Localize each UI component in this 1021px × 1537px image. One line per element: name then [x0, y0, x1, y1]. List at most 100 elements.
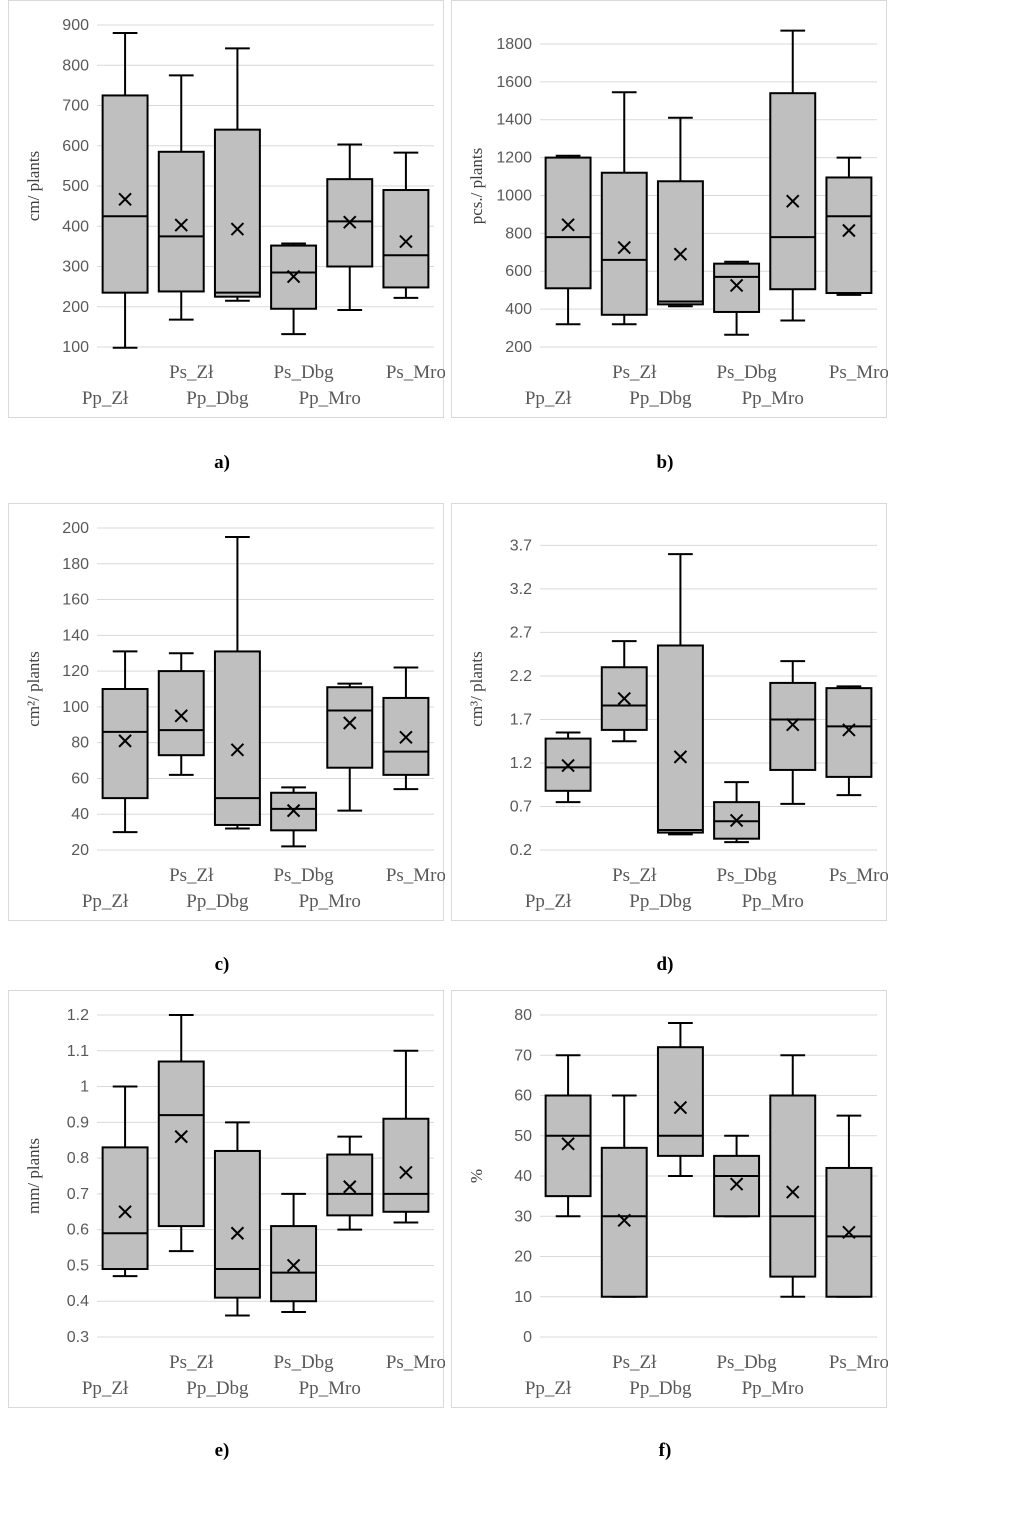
box-iqr — [326, 686, 374, 769]
box-iqr — [656, 180, 704, 306]
y-tick-label: 10 — [514, 1289, 532, 1306]
mean-marker — [118, 192, 132, 206]
mean-marker — [343, 716, 357, 730]
y-tick-label: 600 — [505, 263, 532, 280]
category-label: Ps_Mro — [386, 1352, 445, 1373]
caption-c: c) — [214, 954, 230, 975]
category-label: Ps_Mro — [386, 362, 445, 383]
box-iqr — [600, 171, 648, 316]
y-tick-label: 0.7 — [67, 1186, 89, 1203]
box-iqr — [382, 189, 430, 289]
y-tick-label: 0.3 — [67, 1329, 89, 1346]
mean-marker — [343, 215, 357, 229]
box-iqr — [769, 681, 817, 771]
chart-svg-c: 20 40 60 80 100 120 140 160 180 200 cm²/ plants Pp_… — [24, 520, 445, 912]
mean-marker — [561, 1137, 575, 1151]
box-iqr — [213, 128, 261, 298]
caption-f: f) — [658, 1440, 672, 1461]
box-iqr — [600, 1146, 648, 1298]
caption-b: b) — [656, 452, 674, 473]
mean-marker — [617, 1213, 631, 1227]
y-tick-label: 0 — [523, 1329, 532, 1346]
y-tick-label: 0.2 — [510, 842, 532, 859]
y-tick-label: 2.7 — [510, 624, 532, 641]
y-tick-label: 0.8 — [67, 1150, 89, 1167]
box-iqr — [713, 262, 761, 313]
category-label: Pp_Mro — [742, 1378, 804, 1399]
y-tick-label: 500 — [62, 178, 89, 195]
chart-panel-a: 100 200 300 400 500 600 700 800 900 cm/ plants Pp_… — [8, 0, 445, 418]
category-label: Ps_Dbg — [273, 865, 334, 886]
y-tick-label: 0.7 — [510, 798, 532, 815]
mean-marker — [842, 723, 856, 737]
y-tick-label: 80 — [71, 735, 89, 752]
y-tick-label: 60 — [71, 770, 89, 787]
y-axis-label: cm²/ plants — [24, 651, 43, 726]
y-tick-label: 1800 — [496, 36, 532, 53]
category-label: Pp_Dbg — [629, 891, 692, 912]
y-tick-label: 1200 — [496, 150, 532, 167]
mean-marker — [673, 247, 688, 261]
y-axis-label: pcs./ plants — [467, 148, 486, 225]
category-label: Pp_Mro — [742, 388, 804, 409]
y-tick-label: 0.9 — [67, 1114, 89, 1131]
y-tick-label: 30 — [514, 1208, 532, 1225]
box-iqr — [213, 1149, 261, 1299]
category-label: Ps_Zł — [169, 865, 214, 886]
category-label: Pp_Dbg — [186, 891, 249, 912]
category-label: Ps_Dbg — [716, 865, 777, 886]
y-tick-label: 180 — [62, 556, 89, 573]
y-axis-label: % — [467, 1169, 486, 1183]
box-iqr — [544, 156, 592, 290]
category-label: Ps_Mro — [829, 1352, 888, 1373]
y-tick-label: 60 — [514, 1088, 532, 1105]
mean-marker — [174, 1129, 188, 1144]
y-tick-label: 1600 — [496, 74, 532, 91]
box-iqr — [326, 1153, 374, 1217]
y-tick-label: 3.7 — [510, 537, 532, 554]
box-iqr — [270, 1225, 318, 1303]
mean-marker — [729, 813, 744, 828]
mean-marker — [286, 1258, 301, 1273]
chart-svg-f: 0 10 20 30 40 50 60 70 80% Pp_Zł Ps_Zł Pp_Dbg Ps_Dbg… — [467, 1007, 888, 1399]
box-iqr — [825, 176, 873, 295]
y-tick-label: 160 — [62, 592, 89, 609]
category-label: Pp_Dbg — [186, 1378, 249, 1399]
y-tick-label: 70 — [514, 1047, 532, 1064]
category-label: Pp_Mro — [742, 891, 804, 912]
y-tick-label: 200 — [62, 520, 89, 537]
y-tick-label: 1 — [80, 1079, 89, 1096]
y-tick-label: 40 — [71, 806, 89, 823]
category-label: Ps_Mro — [386, 865, 445, 886]
y-tick-label: 1.2 — [67, 1007, 89, 1024]
y-tick-label: 1000 — [496, 187, 532, 204]
box-iqr — [382, 1117, 430, 1213]
box-iqr — [101, 688, 149, 800]
box-iqr — [769, 1094, 817, 1278]
y-tick-label: 120 — [62, 663, 89, 680]
mean-marker — [230, 743, 245, 757]
y-tick-label: 3.2 — [510, 581, 532, 598]
category-label: Pp_Zł — [82, 1378, 129, 1399]
mean-marker — [673, 750, 688, 764]
chart-panel-e: 0.3 0.4 0.5 0.6 0.7 0.8 0.9 1 1.1 1.2 mm/ plants Pp… — [8, 990, 445, 1408]
category-label: Pp_Mro — [299, 891, 361, 912]
y-tick-label: 800 — [505, 225, 532, 242]
category-label: Pp_Dbg — [629, 1378, 692, 1399]
y-tick-label: 900 — [62, 17, 89, 34]
y-tick-label: 400 — [62, 218, 89, 235]
category-label: Ps_Zł — [612, 362, 657, 383]
category-label: Pp_Mro — [299, 388, 361, 409]
y-tick-label: 0.5 — [67, 1257, 89, 1274]
y-tick-label: 2.2 — [510, 668, 532, 685]
y-tick-label: 140 — [62, 627, 89, 644]
y-tick-label: 80 — [514, 1007, 532, 1024]
mean-marker — [399, 730, 413, 745]
mean-marker — [230, 222, 245, 236]
mean-marker — [561, 758, 575, 773]
y-tick-label: 400 — [505, 301, 532, 318]
category-label: Pp_Dbg — [629, 388, 692, 409]
y-axis-label: mm/ plants — [24, 1138, 43, 1214]
y-axis-label: cm³/ plants — [467, 651, 486, 726]
chart-svg-e: 0.3 0.4 0.5 0.6 0.7 0.8 0.9 1 1.1 1.2 mm/ plants Pp… — [24, 1007, 445, 1399]
